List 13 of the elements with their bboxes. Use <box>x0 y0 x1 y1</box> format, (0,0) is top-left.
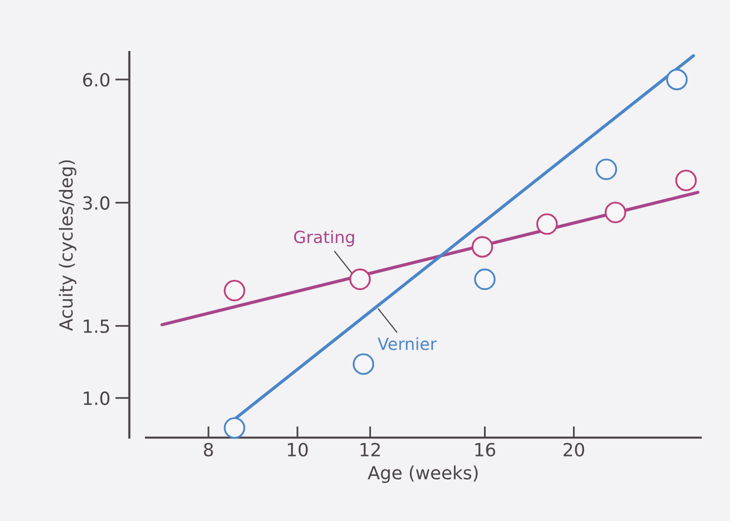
x-axis-title: Age (weeks) <box>368 466 478 484</box>
x-tick-label: 10 <box>288 442 308 456</box>
y-tick-label: 1.5 <box>84 320 110 334</box>
x-tick-label: 8 <box>204 442 213 456</box>
y-tick-label: 3.0 <box>83 196 110 210</box>
x-tick-label: 16 <box>475 442 496 456</box>
y-tick-label: 6.0 <box>83 72 110 87</box>
y-tick-label: 1.0 <box>84 391 110 406</box>
x-tick-label: 20 <box>564 442 584 456</box>
x-tick-label: 12 <box>360 442 380 456</box>
series-label: Vernier <box>378 337 437 350</box>
y-axis-title: Acuity (cycles/deg) <box>58 160 76 331</box>
series-label: Grating <box>294 230 354 247</box>
